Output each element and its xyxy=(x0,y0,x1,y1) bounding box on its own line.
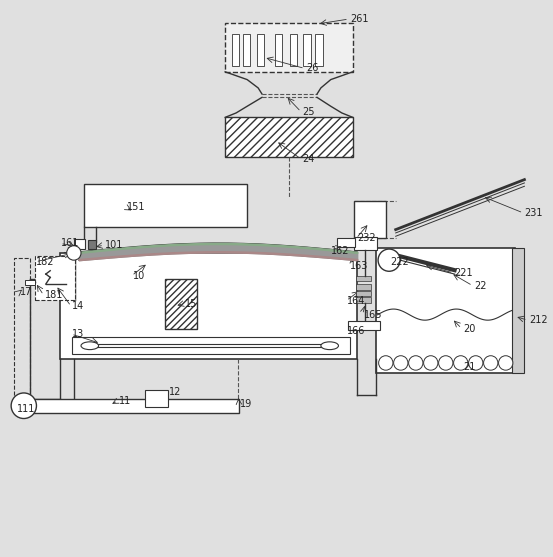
Bar xyxy=(356,284,372,290)
Text: 20: 20 xyxy=(463,324,475,334)
Bar xyxy=(315,34,323,66)
Text: 151: 151 xyxy=(127,202,146,212)
Text: 182: 182 xyxy=(36,257,55,267)
Circle shape xyxy=(378,249,400,271)
Text: 12: 12 xyxy=(169,388,181,397)
Circle shape xyxy=(394,356,408,370)
Text: 163: 163 xyxy=(350,261,368,271)
Bar xyxy=(354,201,386,238)
Bar xyxy=(356,291,372,296)
Circle shape xyxy=(439,356,453,370)
Bar xyxy=(87,240,96,249)
Text: 232: 232 xyxy=(357,233,376,243)
Text: 161: 161 xyxy=(61,238,80,248)
Bar xyxy=(257,34,264,66)
Bar xyxy=(354,237,377,250)
Text: 164: 164 xyxy=(347,296,366,306)
Text: 25: 25 xyxy=(302,107,315,117)
Bar xyxy=(243,34,251,66)
Circle shape xyxy=(424,356,438,370)
Text: 165: 165 xyxy=(364,310,382,320)
Circle shape xyxy=(499,356,513,370)
Text: 181: 181 xyxy=(45,290,63,300)
Bar xyxy=(225,23,353,72)
Bar xyxy=(356,276,372,281)
Bar xyxy=(14,258,30,411)
Text: 222: 222 xyxy=(390,257,409,267)
Circle shape xyxy=(409,356,423,370)
Text: 212: 212 xyxy=(529,315,547,325)
Bar xyxy=(512,248,524,373)
Bar xyxy=(165,278,196,329)
Text: 101: 101 xyxy=(105,240,123,250)
Text: 22: 22 xyxy=(474,281,486,291)
Circle shape xyxy=(11,393,36,418)
Bar xyxy=(84,184,247,227)
Bar xyxy=(30,398,239,413)
Text: 15: 15 xyxy=(185,299,197,309)
Bar xyxy=(225,118,353,158)
Circle shape xyxy=(453,356,468,370)
Bar xyxy=(74,239,85,249)
Bar xyxy=(337,238,355,247)
Text: 221: 221 xyxy=(455,268,473,278)
Text: 17: 17 xyxy=(20,287,32,297)
Circle shape xyxy=(379,356,393,370)
Text: 166: 166 xyxy=(347,326,366,336)
Circle shape xyxy=(468,356,483,370)
Text: 11: 11 xyxy=(119,395,131,405)
Bar xyxy=(303,34,311,66)
Text: 21: 21 xyxy=(463,363,475,373)
Text: 14: 14 xyxy=(72,301,85,311)
Text: 24: 24 xyxy=(302,154,315,164)
Bar xyxy=(145,390,168,407)
Circle shape xyxy=(67,246,81,260)
Bar xyxy=(376,248,514,373)
Text: 231: 231 xyxy=(524,208,543,218)
Bar xyxy=(290,34,297,66)
Text: 162: 162 xyxy=(331,246,349,256)
Bar xyxy=(356,297,372,303)
Bar xyxy=(35,256,75,300)
Text: 13: 13 xyxy=(72,329,85,339)
Ellipse shape xyxy=(321,342,338,350)
Bar xyxy=(25,280,35,285)
Ellipse shape xyxy=(81,342,98,350)
Text: 19: 19 xyxy=(240,398,252,408)
Circle shape xyxy=(483,356,498,370)
Bar xyxy=(60,253,357,359)
Bar xyxy=(275,34,283,66)
Text: 10: 10 xyxy=(133,271,145,281)
Bar xyxy=(348,321,380,330)
Bar xyxy=(72,337,350,354)
Bar xyxy=(232,34,239,66)
Text: 261: 261 xyxy=(350,14,368,24)
Text: 111: 111 xyxy=(17,404,35,414)
Text: 26: 26 xyxy=(306,63,319,74)
